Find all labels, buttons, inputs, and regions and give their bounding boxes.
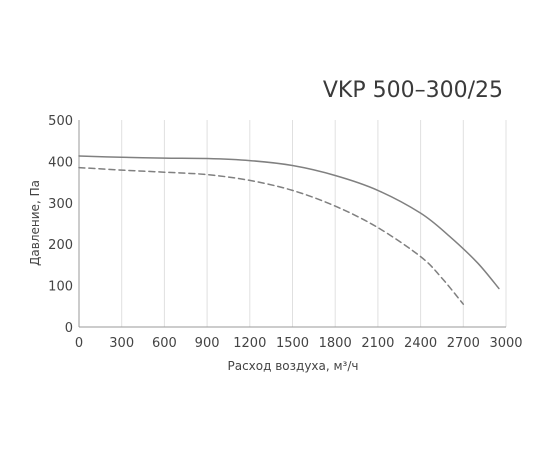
x-tick-label: 2400	[404, 336, 437, 351]
y-axis-label: Давление, Па	[28, 180, 42, 266]
x-tick-label: 900	[195, 336, 220, 351]
x-tick-label: 1200	[233, 336, 266, 351]
x-tick-label: 300	[109, 336, 134, 351]
y-tick-label: 0	[65, 321, 73, 336]
x-axis-label: Расход воздуха, м³/ч	[227, 359, 358, 373]
x-tick-label: 0	[75, 336, 83, 351]
plot-grid	[121, 120, 507, 327]
x-axis: 0 300 600 900 1200 1500 1800 2100 2400 2700 3000	[75, 326, 523, 351]
series-layer	[78, 155, 500, 305]
chart-title: VKP 500–300/25	[323, 78, 503, 103]
y-tick-label: 300	[48, 197, 73, 212]
y-tick-label: 500	[48, 114, 73, 129]
y-axis: 0 100 200 300 400 500	[48, 114, 80, 336]
y-tick-label: 400	[48, 155, 73, 170]
x-tick-label: 3000	[489, 336, 522, 351]
y-tick-label: 200	[48, 238, 73, 253]
series-line-solid	[78, 155, 500, 290]
x-tick-label: 2100	[361, 336, 394, 351]
x-tick-label: 2700	[447, 336, 480, 351]
x-tick-label: 1500	[276, 336, 309, 351]
x-tick-label: 600	[152, 336, 177, 351]
series-line-dashed	[78, 166, 465, 305]
y-tick-label: 100	[48, 280, 73, 295]
x-tick-label: 1800	[319, 336, 352, 351]
